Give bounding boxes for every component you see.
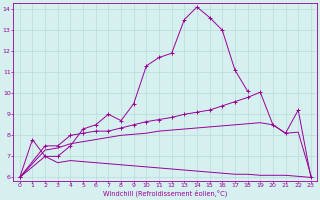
X-axis label: Windchill (Refroidissement éolien,°C): Windchill (Refroidissement éolien,°C) [103,190,228,197]
